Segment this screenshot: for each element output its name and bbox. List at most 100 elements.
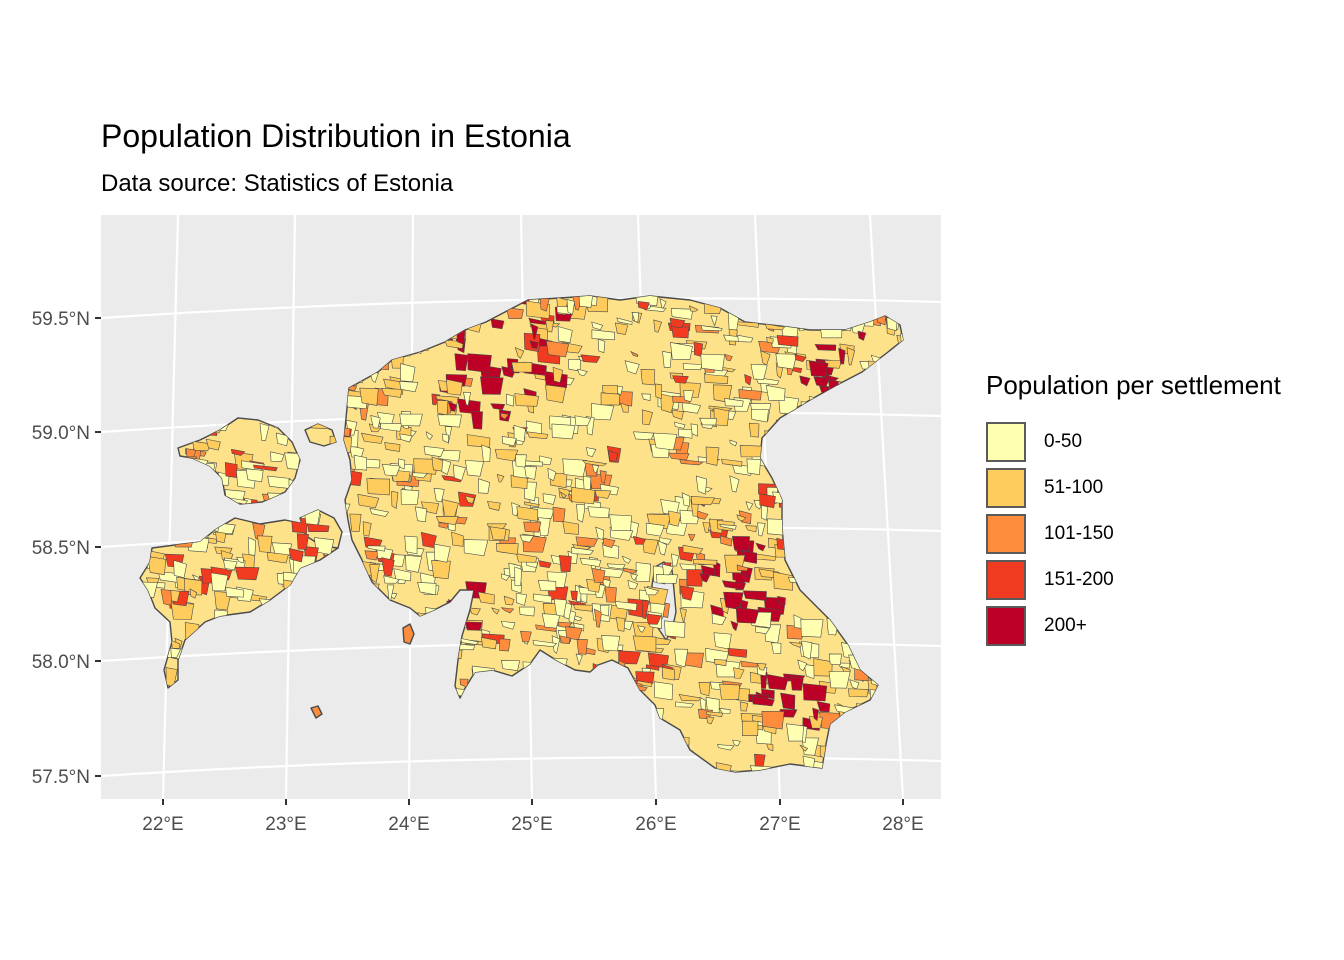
settlement-patch — [451, 531, 464, 547]
settlement-patch — [637, 301, 650, 311]
settlement-patch — [718, 524, 737, 530]
settlement-patch — [551, 423, 576, 440]
settlement-patch — [581, 459, 608, 467]
y-tick-label: 58.5°N — [32, 538, 90, 559]
settlement-patch — [523, 501, 540, 508]
settlement-patch — [541, 613, 561, 629]
map-subtitle: Data source: Statistics of Estonia — [101, 170, 454, 197]
settlement-patch — [577, 368, 588, 377]
settlement-patch — [545, 384, 567, 404]
settlement-patch — [627, 579, 639, 590]
settlement-patch — [489, 526, 507, 540]
settlement-patch — [755, 542, 766, 552]
settlement-patch — [748, 422, 760, 438]
settlement-patch — [496, 474, 505, 483]
settlement-patch — [635, 562, 652, 582]
settlement-patch — [189, 588, 198, 599]
settlement-patch — [677, 428, 693, 439]
settlement-patch — [674, 421, 686, 429]
settlement-patch — [718, 707, 731, 714]
settlement-patch — [539, 560, 552, 569]
settlement-patch — [547, 467, 557, 482]
settlement-patch — [606, 563, 626, 570]
settlement-patch — [761, 504, 768, 521]
settlement-patch — [463, 391, 471, 407]
settlement-patch — [732, 739, 741, 747]
settlement-patch — [381, 557, 395, 577]
settlement-patch — [511, 502, 521, 517]
settlement-patch — [653, 681, 673, 701]
settlement-patch — [729, 439, 738, 447]
saaremaa-island — [139, 517, 339, 689]
settlement-patch — [487, 500, 501, 511]
settlement-patch — [681, 401, 702, 414]
settlement-patch — [738, 389, 762, 401]
legend-item: 101-150 — [986, 511, 1281, 557]
x-tick-label: 26°E — [635, 814, 676, 835]
settlement-patch — [516, 506, 539, 522]
settlement-patch — [592, 464, 600, 474]
settlement-patch — [524, 481, 537, 502]
settlement-patch — [501, 436, 517, 447]
settlement-patch — [267, 551, 289, 564]
settlement-patch — [838, 347, 846, 365]
legend-key — [986, 468, 1026, 508]
settlement-patch — [721, 580, 746, 590]
settlement-patch — [663, 620, 686, 638]
settlement-patch — [690, 495, 715, 506]
settlement-patch — [253, 464, 278, 472]
settlement-patch — [506, 393, 515, 407]
settlement-patch — [786, 723, 804, 742]
settlement-patch — [670, 308, 694, 320]
legend-key — [986, 422, 1026, 462]
graticule-lat-59-5 — [101, 297, 941, 320]
settlement-patch — [622, 567, 638, 574]
y-tick-label: 59.5°N — [32, 309, 90, 330]
settlement-patch — [816, 701, 831, 713]
settlement-patch — [765, 384, 786, 401]
kihnu-island — [402, 623, 415, 645]
settlement-patch — [454, 353, 469, 372]
settlement-patch — [799, 375, 811, 387]
settlement-patch — [624, 360, 640, 375]
settlement-patch — [257, 535, 273, 553]
settlement-patch — [594, 489, 612, 499]
settlement-patch — [777, 596, 786, 605]
settlement-patch — [690, 423, 698, 437]
settlement-patch — [417, 581, 437, 596]
settlement-patch — [621, 555, 632, 564]
settlement-patch — [631, 311, 639, 323]
settlement-patch — [500, 412, 510, 420]
settlement-patch — [620, 402, 629, 413]
settlement-patch — [609, 514, 632, 532]
settlement-patch — [671, 553, 680, 567]
settlement-patch — [727, 647, 748, 658]
ruhnu-island — [310, 705, 323, 719]
graticule-lon-28 — [868, 215, 905, 799]
settlement-patch — [587, 506, 610, 519]
settlement-patch — [557, 326, 573, 344]
legend-label: 0-50 — [1044, 431, 1083, 452]
settlement-patch — [764, 323, 786, 331]
settlement-patch — [599, 605, 610, 617]
settlement-patch — [463, 539, 489, 557]
legend-label: 200+ — [1044, 615, 1087, 636]
settlement-patch — [425, 431, 433, 441]
settlement-patch — [579, 557, 602, 567]
settlement-patch — [192, 440, 213, 452]
settlement-patch — [572, 604, 593, 612]
settlement-patch — [735, 607, 760, 624]
y-axis: 59.5°N 59.0°N 58.5°N 58.0°N 57.5°N — [32, 309, 101, 788]
settlement-patch — [515, 592, 527, 606]
settlement-patch — [369, 564, 380, 584]
settlement-patch — [296, 533, 309, 550]
settlement-patch — [641, 393, 651, 402]
legend-key — [986, 514, 1026, 554]
settlement-patch — [405, 554, 423, 573]
settlement-patch — [501, 660, 520, 672]
settlement-patch — [370, 415, 381, 429]
legend-item: 0-50 — [986, 419, 1281, 465]
settlement-patch — [773, 571, 794, 591]
settlement-patch — [503, 595, 515, 606]
settlement-patch — [553, 598, 567, 617]
